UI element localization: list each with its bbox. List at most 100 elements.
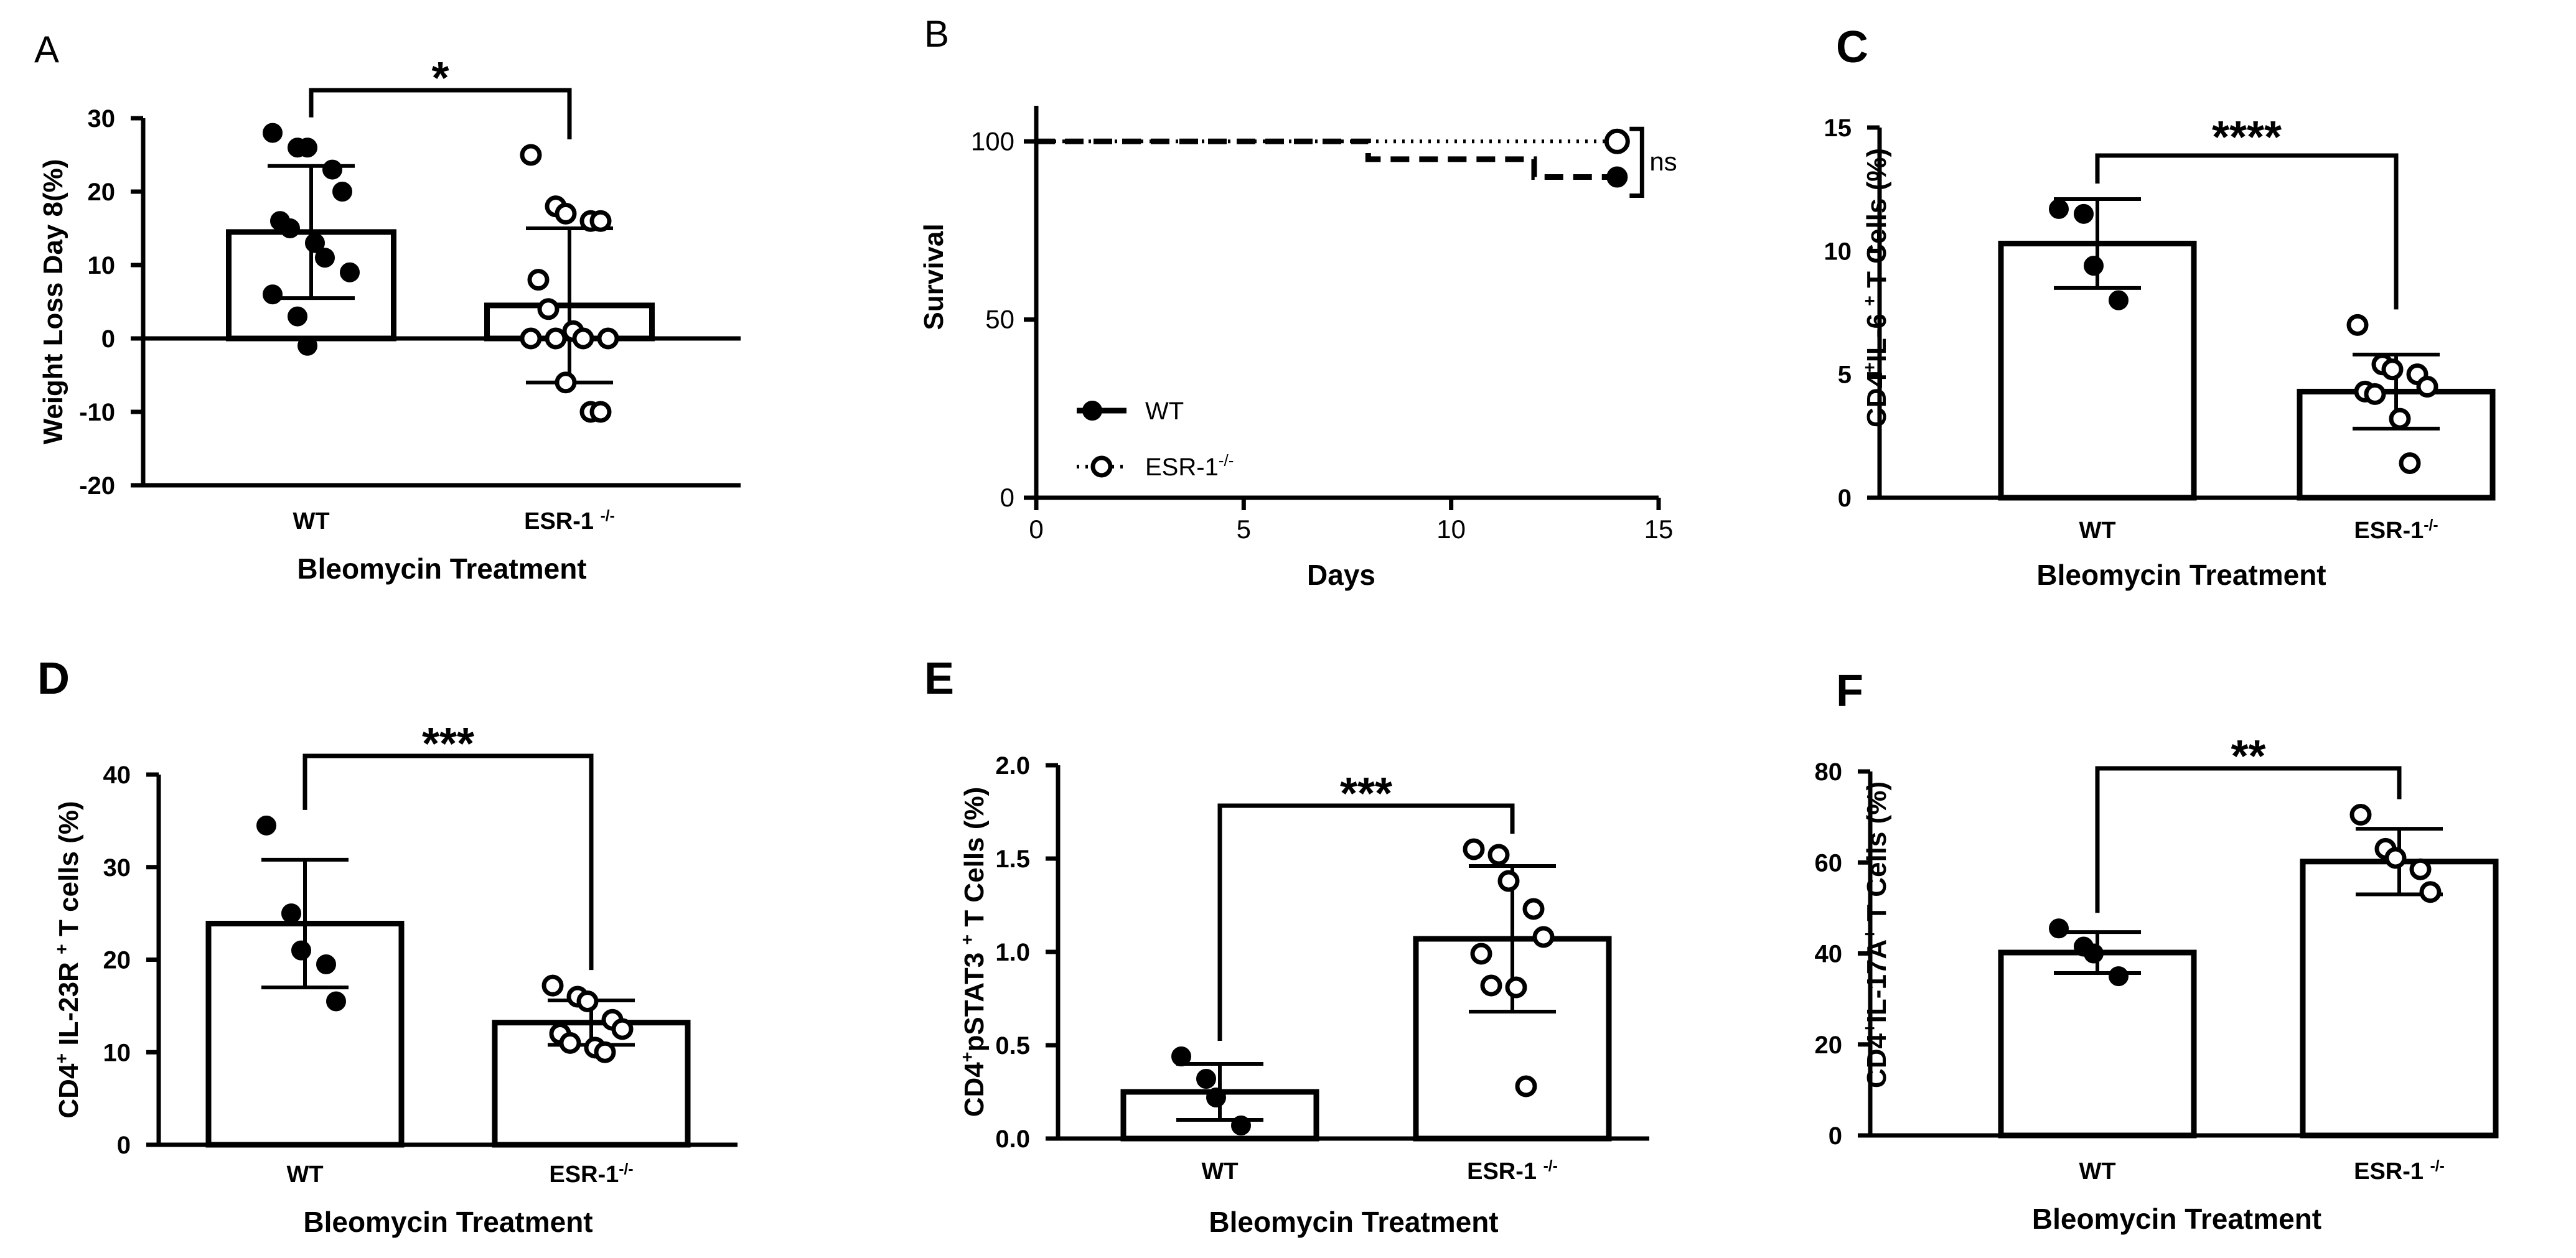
- legend-label-esr1: ESR-1-/-: [1145, 451, 1234, 481]
- data-point-filled: [1231, 1116, 1251, 1135]
- data-point-open: [2364, 383, 2386, 405]
- y-tick-label: 5: [1838, 361, 1852, 389]
- significance-bracket: [309, 88, 572, 139]
- data-point-filled: [288, 306, 307, 327]
- bar-esr1: [2300, 859, 2499, 1139]
- data-point-filled: [256, 815, 276, 836]
- panel-letter-c: C: [1836, 22, 1868, 72]
- data-point-filled: [2049, 198, 2069, 219]
- y-tick-label: 50: [985, 305, 1014, 334]
- x-axis-label: Bleomycin Treatment: [2036, 559, 2326, 591]
- data-point-open: [1480, 974, 1502, 997]
- data-point-open: [2399, 452, 2421, 474]
- y-tick-label: 1.0: [995, 939, 1030, 966]
- x-tick-label: 5: [1237, 515, 1251, 544]
- significance-stars: ***: [422, 719, 474, 769]
- significance-stars: **: [2231, 732, 2265, 781]
- data-point-filled: [305, 233, 325, 253]
- data-point-filled: [315, 248, 335, 268]
- category-label-wt: WT: [286, 1162, 323, 1188]
- panel-d: D 0 10 20 30 40 WT ESR-1-/- *** CD4+ IL-23R + T c…: [37, 654, 738, 1238]
- category-label-esr1: ESR-1-/-: [549, 1161, 633, 1188]
- data-point-filled: [297, 137, 317, 158]
- data-point-filled: [340, 262, 360, 282]
- category-label-esr1: ESR-1 -/-: [524, 508, 615, 535]
- y-tick-label: 80: [1815, 758, 1843, 786]
- data-point-filled: [326, 991, 346, 1012]
- y-tick-label: 0: [117, 1132, 131, 1159]
- significance-stars: ****: [2212, 113, 2282, 162]
- panel-f: F 0 20 40 60 80 WT ESR-1 -/- ** CD4+IL-17A+ T Cel…: [1815, 666, 2499, 1235]
- y-tick-label: -20: [79, 472, 115, 500]
- category-label-wt: WT: [1201, 1158, 1238, 1185]
- significance-bracket: [2095, 766, 2402, 913]
- data-point-open: [2416, 376, 2438, 398]
- data-point-open: [1522, 898, 1545, 920]
- data-point-filled: [322, 159, 342, 180]
- data-point-open: [1515, 1075, 1537, 1097]
- y-tick-label: 30: [103, 854, 131, 882]
- data-point-filled: [281, 903, 301, 924]
- data-point-open: [541, 974, 564, 997]
- y-tick-label: 10: [1824, 238, 1852, 265]
- data-point-filled: [1171, 1046, 1191, 1066]
- data-point-open: [597, 327, 619, 350]
- data-point-filled: [297, 335, 317, 356]
- data-point-filled: [2049, 918, 2069, 939]
- y-tick-label: 0: [101, 325, 115, 353]
- data-point-open: [576, 990, 599, 1012]
- category-label-wt: WT: [2079, 518, 2115, 544]
- y-tick-label: 2.0: [995, 752, 1030, 780]
- significance-label: ns: [1649, 147, 1677, 176]
- category-label-esr1: ESR-1-/-: [2354, 517, 2438, 544]
- y-tick-label: 40: [1815, 941, 1843, 968]
- data-point-filled: [1206, 1088, 1226, 1107]
- data-point-open: [594, 1041, 616, 1063]
- y-tick-label: 0: [1829, 1122, 1842, 1150]
- y-tick-label: 10: [103, 1039, 131, 1066]
- y-axis-label: CD4+IL-6 + T Cells (%): [1860, 148, 1892, 427]
- data-point-open: [611, 1018, 634, 1040]
- category-label-wt: WT: [293, 508, 329, 534]
- data-point-filled: [280, 218, 300, 238]
- data-point-open: [1532, 926, 1555, 948]
- data-point-open: [1487, 844, 1510, 866]
- data-point-open: [589, 210, 612, 232]
- series-marker-wt: [1606, 166, 1628, 188]
- y-axis-label: Survival: [919, 223, 949, 330]
- bar-wt: [1998, 949, 2197, 1139]
- y-tick-label: 15: [1824, 114, 1852, 142]
- y-tick-label: 10: [88, 252, 116, 279]
- significance-bracket: [302, 753, 594, 971]
- y-tick-label: 1.5: [995, 846, 1030, 873]
- x-tick-label: 15: [1644, 515, 1674, 544]
- data-point-open: [537, 298, 560, 320]
- data-point-filled: [2084, 943, 2104, 964]
- significance-bracket: [2095, 153, 2399, 310]
- data-point-filled: [2109, 966, 2129, 987]
- x-axis-label: Bleomycin Treatment: [303, 1206, 592, 1238]
- significance-bracket: [1629, 126, 1644, 198]
- data-point-open: [2384, 847, 2407, 869]
- x-axis-label: Bleomycin Treatment: [297, 552, 586, 585]
- data-point-open: [2346, 314, 2369, 336]
- data-point-open: [589, 401, 612, 423]
- data-point-filled: [2084, 256, 2104, 276]
- y-tick-label: 20: [103, 947, 131, 974]
- data-point-filled: [1196, 1069, 1216, 1089]
- significance-stars: ***: [1340, 769, 1392, 819]
- bar-esr1: [2297, 388, 2496, 501]
- significance-stars: *: [431, 54, 449, 103]
- y-axis-label: CD4+pSTAT3 + T Cells (%): [958, 787, 990, 1117]
- data-point-open: [2389, 408, 2411, 430]
- data-point-open: [520, 327, 542, 350]
- data-point-open: [520, 144, 542, 166]
- category-label-esr1: ESR-1 -/-: [2354, 1158, 2445, 1185]
- y-tick-label: 60: [1815, 849, 1843, 877]
- data-point-filled: [263, 284, 283, 305]
- y-tick-label: 100: [971, 126, 1014, 156]
- panel-e: E 0.0 0.5 1.0 1.5 2.0 WT ESR-1 -/- *** CD4+pSTAT3…: [924, 654, 1649, 1238]
- data-point-open: [1470, 943, 1492, 965]
- data-point-open: [1505, 976, 1527, 999]
- data-point-open: [572, 327, 594, 350]
